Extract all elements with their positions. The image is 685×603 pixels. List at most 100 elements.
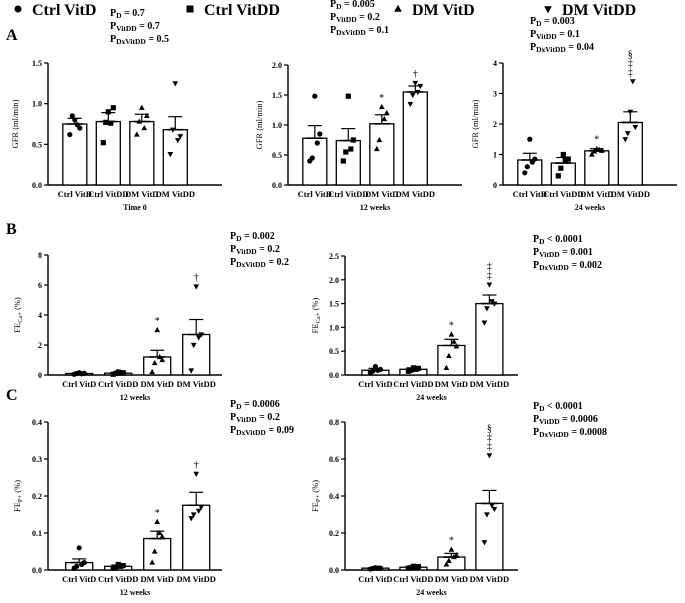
y-tick-label: 1 <box>493 151 497 160</box>
bar-3 <box>437 344 466 376</box>
data-point <box>481 540 488 546</box>
significance-mark: * <box>449 321 454 332</box>
x-axis-label: 24 weeks <box>416 588 446 597</box>
x-axis-label: 12 weeks <box>120 588 150 597</box>
data-point <box>77 125 83 131</box>
data-point <box>149 368 156 375</box>
x-axis-label: Time 0 <box>123 203 147 212</box>
data-point <box>76 545 82 551</box>
data-point <box>484 306 490 312</box>
data-point <box>377 565 383 571</box>
stat-line-3: PDxVitDD = 0.04 <box>530 42 594 54</box>
data-point <box>443 561 450 567</box>
data-point <box>383 109 390 116</box>
data-point <box>141 124 148 131</box>
data-point <box>417 83 424 90</box>
category-label-3: DM VitD <box>580 189 613 199</box>
y-tick-label: 6 <box>38 281 42 290</box>
y-tick-label: 0.0 <box>329 566 339 575</box>
data-point <box>415 365 421 371</box>
significance-mark: ‡ <box>487 432 492 443</box>
data-point <box>448 546 455 552</box>
y-tick-label: 3 <box>493 90 497 99</box>
data-point <box>81 560 87 566</box>
bar-3 <box>129 120 155 186</box>
data-point <box>350 137 356 143</box>
data-point <box>558 165 564 171</box>
y-tick-label: 2 <box>493 120 497 129</box>
data-point <box>412 80 419 87</box>
x-axis-label: 12 weeks <box>120 393 150 402</box>
data-point <box>193 471 200 477</box>
stat-line-2: PVitDD = 0.2 <box>330 12 380 24</box>
chart-c2: 0.0 0.2 0.4 0.6 0.8 FEP+ (%) Ctrl VitD Ctrl Vit… <box>310 401 607 597</box>
y-tick-label: 1.5 <box>272 91 282 100</box>
data-point <box>491 506 498 513</box>
significance-mark: § <box>487 423 492 434</box>
data-point <box>198 505 205 511</box>
bar-4 <box>475 502 504 571</box>
bar-4 <box>182 504 211 571</box>
significance-mark: ‡ <box>487 271 492 282</box>
category-label-1: Ctrl VitD <box>298 189 332 199</box>
y-tick-label: 0.8 <box>329 418 339 427</box>
stat-line-3: PDxVitDD = 0.0008 <box>533 427 607 439</box>
stat-line-1: PD = 0.7 <box>110 8 145 20</box>
chart-a2: 0.0 0.5 1.0 1.5 2.0 GFR (ml/min) Ctrl VitDCtrl… <box>254 0 462 212</box>
bar-1 <box>517 159 543 186</box>
significance-mark: † <box>194 460 199 471</box>
y-tick-label: 1.0 <box>272 121 282 130</box>
panel-letter-c: C <box>6 387 18 404</box>
data-point <box>103 119 109 125</box>
category-label-3: DM VitD <box>141 574 174 584</box>
bar-3 <box>369 123 395 186</box>
category-label-1: Ctrl VitD <box>62 574 96 584</box>
y-tick-label: 0.5 <box>329 347 339 356</box>
data-point <box>67 131 73 138</box>
stat-line-2: PVitDD = 0.001 <box>533 247 593 259</box>
panel-letter-b: B <box>6 221 17 238</box>
stat-line-1: PD = 0.005 <box>330 0 375 11</box>
y-axis-label: FEP+ (%) <box>12 480 24 512</box>
legend: Ctrl VitD Ctrl VitDD DM VitD DM VitDD <box>14 2 636 19</box>
category-label-4: DM VitDD <box>470 574 509 584</box>
data-point <box>598 147 605 153</box>
bar-3 <box>584 150 610 186</box>
data-point <box>376 136 383 143</box>
category-label-1: Ctrl VitD <box>513 189 547 199</box>
data-point <box>486 453 493 459</box>
stat-line-1: PD < 0.0001 <box>533 401 583 413</box>
significance-mark: ‡ <box>487 262 492 273</box>
data-point <box>409 92 416 99</box>
data-point <box>524 164 530 170</box>
bar-3 <box>143 537 172 571</box>
data-point <box>159 533 166 539</box>
data-point <box>373 145 380 152</box>
bar-4 <box>475 302 504 376</box>
data-point <box>108 120 114 126</box>
stat-line-1: PD = 0.0006 <box>230 399 280 411</box>
y-tick-label: 0.4 <box>32 418 42 427</box>
y-axis-label: GFR (ml/min) <box>470 99 480 148</box>
stat-line-1: PD = 0.003 <box>530 16 575 28</box>
data-point <box>190 342 197 349</box>
category-label-2: Ctrl VitDD <box>98 379 138 389</box>
y-tick-label: 0.5 <box>272 151 282 160</box>
data-point <box>159 356 166 363</box>
data-point <box>624 131 631 137</box>
data-point <box>317 131 323 137</box>
data-point <box>527 136 533 142</box>
data-point <box>312 93 318 99</box>
y-tick-label: 2.0 <box>272 61 282 70</box>
data-point <box>72 117 78 123</box>
bar-4 <box>182 333 211 376</box>
data-point <box>448 331 455 337</box>
data-point <box>143 112 150 118</box>
data-point <box>381 115 388 122</box>
panel-letter-a: A <box>6 27 18 44</box>
category-label-2: Ctrl VitDD <box>328 189 368 199</box>
bar-4 <box>162 129 188 186</box>
